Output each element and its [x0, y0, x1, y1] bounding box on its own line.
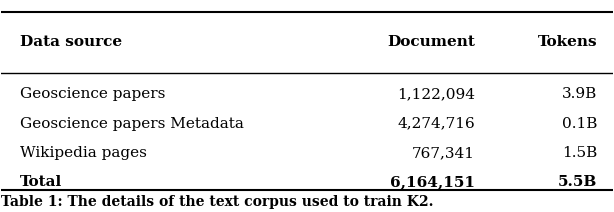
Text: 3.9B: 3.9B: [562, 88, 597, 102]
Text: 5.5B: 5.5B: [558, 175, 597, 189]
Text: Total: Total: [20, 175, 62, 189]
Text: Wikipedia pages: Wikipedia pages: [20, 146, 147, 160]
Text: 1,122,094: 1,122,094: [397, 88, 475, 102]
Text: 4,274,716: 4,274,716: [397, 117, 475, 131]
Text: Table 1: The details of the text corpus used to train K2.: Table 1: The details of the text corpus …: [1, 195, 434, 209]
Text: 767,341: 767,341: [412, 146, 475, 160]
Text: Data source: Data source: [20, 35, 122, 49]
Text: 0.1B: 0.1B: [562, 117, 597, 131]
Text: 6,164,151: 6,164,151: [390, 175, 475, 189]
Text: Geoscience papers Metadata: Geoscience papers Metadata: [20, 117, 244, 131]
Text: Document: Document: [387, 35, 475, 49]
Text: Geoscience papers: Geoscience papers: [20, 88, 165, 102]
Text: 1.5B: 1.5B: [562, 146, 597, 160]
Text: Tokens: Tokens: [538, 35, 597, 49]
